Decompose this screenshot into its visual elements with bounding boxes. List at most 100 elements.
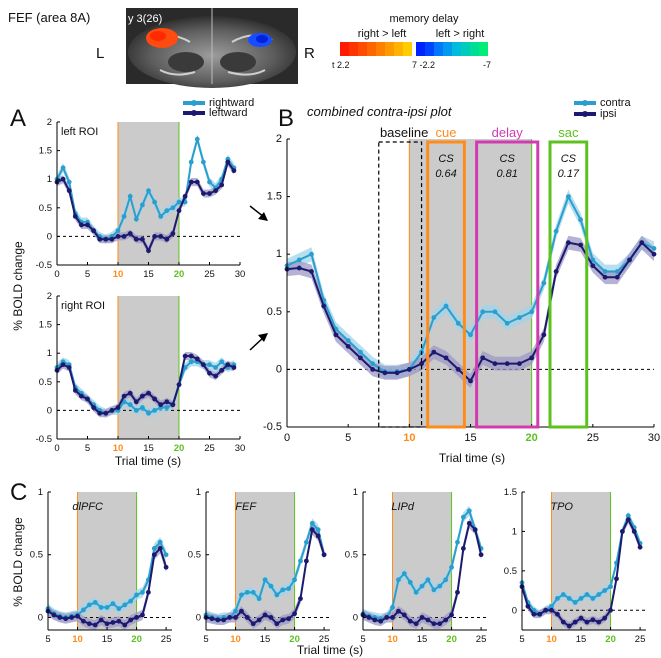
panel-c-xlabel: Trial time (s) (297, 643, 363, 657)
arrow-bottom-head (258, 333, 268, 342)
data-point-ipsi (296, 265, 302, 271)
colorbar-cool-cell (443, 42, 452, 56)
x-tick-label: 25 (587, 432, 599, 444)
data-point-ipsi (425, 617, 431, 623)
data-point-contra (549, 603, 554, 609)
data-point-contra (309, 520, 315, 526)
colorbar-tick-right: -7 (483, 60, 491, 70)
data-point-ipsi (492, 361, 498, 367)
baseline-label: baseline (380, 125, 428, 140)
arrow-top-head (258, 212, 268, 221)
data-point-ipsi (72, 213, 78, 219)
data-point-contra (449, 564, 454, 570)
data-point-ipsi (449, 612, 454, 618)
data-point-ipsi (128, 617, 134, 623)
colorbar-warm-cell (394, 42, 403, 56)
data-point-contra (152, 408, 158, 413)
data-point-ipsi (201, 362, 206, 368)
data-point-ipsi (590, 263, 596, 269)
data-point-ipsi (466, 520, 472, 526)
x-tick-label: 15 (143, 269, 154, 280)
data-point-contra (104, 605, 110, 610)
plot-c-lipd: 5 10 15 20 25 0 0.5 1 LIPd (345, 487, 487, 645)
data-point-ipsi (140, 393, 145, 399)
data-point-contra (116, 606, 122, 612)
trial-shaded-region (392, 492, 452, 630)
trial-shaded-region (551, 492, 611, 630)
data-point-contra (553, 228, 559, 234)
delay-cs-value: 0.81 (496, 168, 517, 180)
data-point-contra (121, 399, 127, 405)
data-point-contra (170, 205, 176, 211)
x-tick-label: 25 (204, 269, 215, 280)
data-point-ipsi (504, 361, 510, 367)
x-tick-label: 20 (174, 269, 185, 280)
data-point-ipsi (164, 236, 170, 242)
data-point-ipsi (176, 382, 182, 388)
plot-b: 0 5 10 15 20 25 30-0.500.511.52 baseline cueCS0.… (263, 125, 660, 444)
x-tick-label: 30 (235, 443, 246, 454)
left-hemisphere-label: L (96, 45, 104, 62)
data-point-ipsi (431, 349, 437, 355)
data-point-contra (541, 280, 547, 286)
data-point-ipsi (63, 616, 69, 622)
data-point-ipsi (151, 552, 157, 558)
data-point-ipsi (152, 396, 158, 402)
panel-letter-a: A (10, 105, 26, 132)
sac-cs-label: CS (561, 153, 577, 165)
data-point-ipsi (97, 236, 103, 242)
series-error-band-contra (287, 189, 654, 379)
data-point-ipsi (145, 589, 151, 595)
data-point-ipsi (455, 589, 460, 595)
data-point-contra (578, 217, 583, 223)
data-point-ipsi (91, 228, 96, 234)
legend-ipsi-marker (582, 111, 588, 117)
data-point-contra (625, 513, 631, 519)
x-tick-label: 10 (387, 634, 398, 645)
data-point-ipsi (239, 608, 244, 614)
data-point-ipsi (401, 612, 407, 618)
y-tick-label: 0 (196, 612, 201, 623)
subplot-title: LIPd (391, 501, 415, 513)
data-point-contra (370, 361, 376, 367)
subplot-title: left ROI (61, 126, 98, 138)
data-point-ipsi (158, 234, 164, 239)
data-point-contra (614, 269, 620, 274)
y-tick-label: 1 (38, 487, 43, 498)
sac-cs-value: 0.17 (558, 168, 580, 180)
data-point-contra (431, 315, 437, 320)
colorbar-warm-cell (385, 42, 394, 56)
data-point-ipsi (543, 607, 549, 613)
y-tick-label: 0.5 (345, 550, 358, 561)
data-point-ipsi (133, 399, 139, 405)
data-point-ipsi (565, 240, 571, 246)
data-point-ipsi (578, 615, 584, 621)
data-point-contra (455, 539, 460, 545)
data-point-ipsi (146, 248, 151, 254)
data-point-ipsi (127, 390, 133, 396)
data-point-ipsi (303, 558, 309, 564)
data-point-ipsi (133, 236, 139, 242)
data-point-ipsi (91, 405, 96, 410)
y-tick-label: 1.5 (39, 146, 52, 157)
y-tick-label: -0.5 (36, 434, 52, 445)
x-tick-label: 5 (519, 634, 524, 645)
data-point-contra (157, 539, 163, 545)
right-hemisphere-label: R (304, 45, 315, 62)
data-point-ipsi (321, 303, 327, 309)
data-point-contra (602, 588, 608, 593)
data-point-ipsi (590, 617, 596, 623)
data-point-ipsi (98, 617, 104, 623)
activation-blob-right-core (256, 35, 268, 43)
data-point-ipsi (333, 332, 339, 338)
data-point-ipsi (182, 193, 188, 199)
x-tick-label: 25 (161, 634, 172, 645)
data-point-contra (443, 303, 449, 309)
data-point-ipsi (60, 176, 66, 182)
data-point-ipsi (309, 269, 314, 274)
data-point-ipsi (103, 410, 109, 416)
colorbar-cool-cell (452, 42, 461, 56)
data-point-ipsi (86, 621, 92, 627)
data-point-ipsi (170, 231, 176, 236)
